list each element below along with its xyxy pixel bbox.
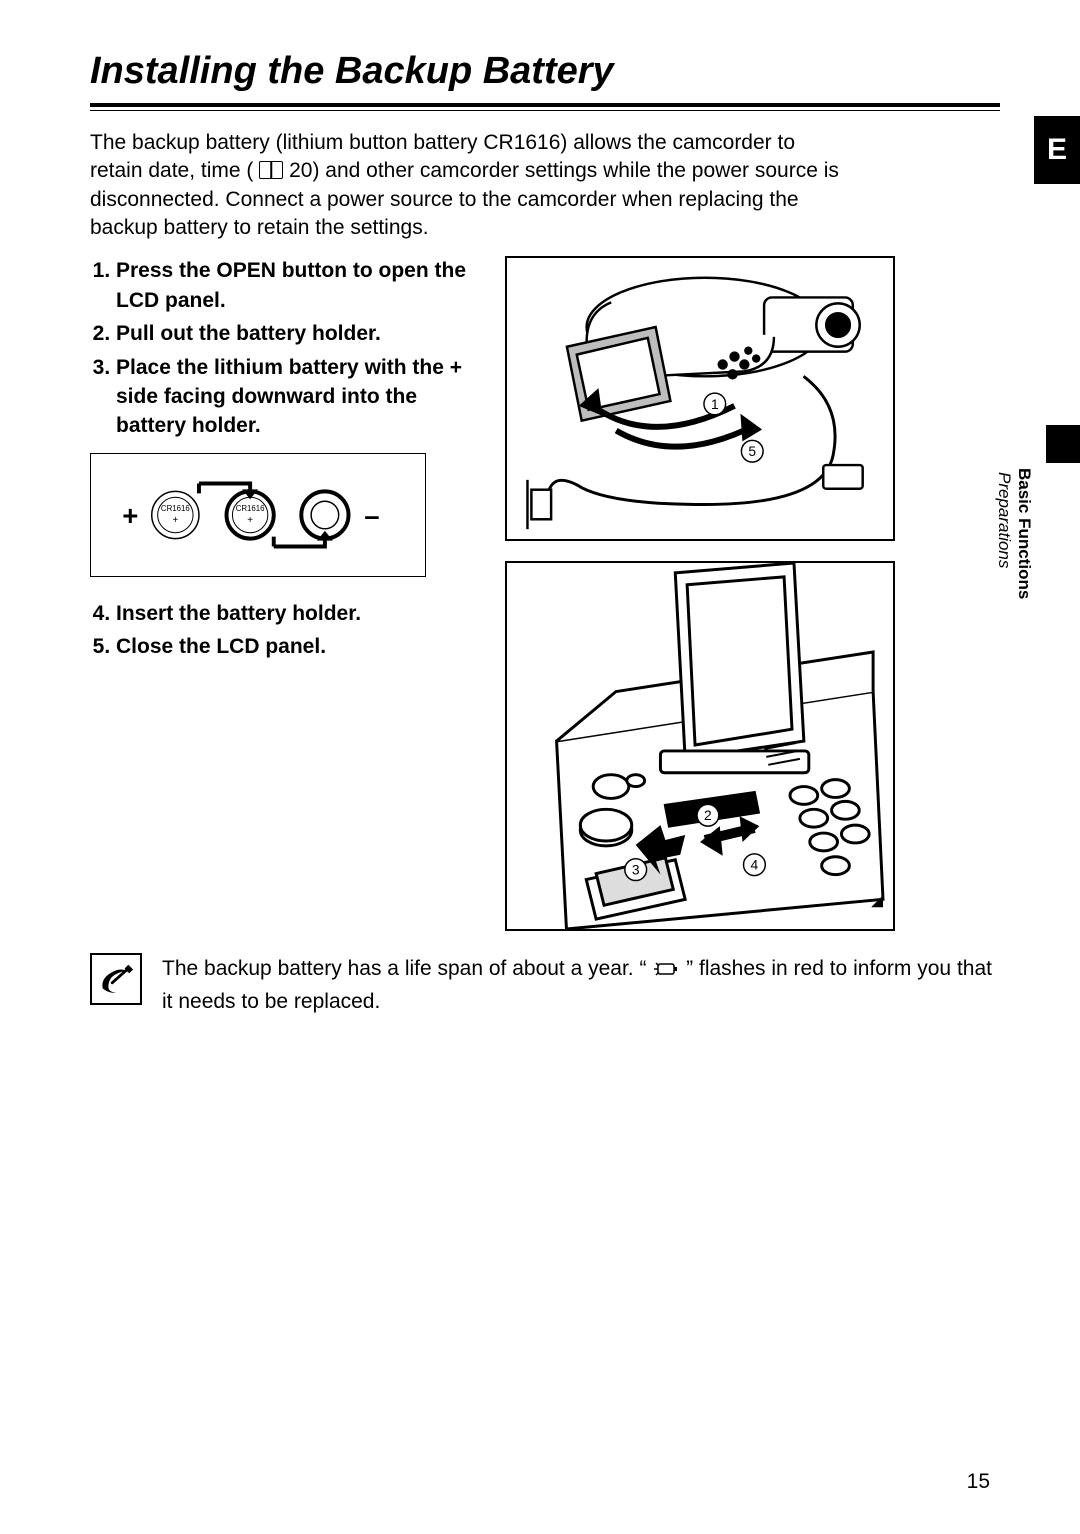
illustration-top: 1 5 bbox=[505, 256, 895, 541]
page-title: Installing the Backup Battery bbox=[90, 50, 1000, 93]
side-section: Basic Functions bbox=[1015, 468, 1034, 599]
steps-list: Press the OPEN button to open the LCD pa… bbox=[90, 256, 485, 440]
step-4: Insert the battery holder. bbox=[116, 599, 485, 628]
left-column: Press the OPEN button to open the LCD pa… bbox=[90, 256, 485, 931]
step-2: Pull out the battery holder. bbox=[116, 319, 485, 348]
side-label: Basic Functions Preparations bbox=[994, 468, 1034, 599]
callout-5: 5 bbox=[748, 445, 756, 460]
note-row: The backup battery has a life span of ab… bbox=[90, 953, 1000, 1016]
side-subsection: Preparations bbox=[995, 472, 1014, 568]
book-icon bbox=[259, 161, 283, 179]
note-icon bbox=[90, 953, 142, 1005]
callout-1: 1 bbox=[711, 397, 719, 412]
callout-4: 4 bbox=[751, 857, 759, 873]
intro-paragraph: The backup battery (lithium button batte… bbox=[90, 129, 850, 242]
note-a: The backup battery has a life span of ab… bbox=[162, 957, 652, 980]
minus-icon: – bbox=[364, 500, 379, 531]
plus-icon: + bbox=[122, 500, 138, 531]
callout-3: 3 bbox=[632, 862, 640, 878]
step-5: Close the LCD panel. bbox=[116, 632, 485, 661]
step-3: Place the lithium battery with the + sid… bbox=[116, 353, 485, 441]
step-1: Press the OPEN button to open the LCD pa… bbox=[116, 256, 485, 315]
rule-thin bbox=[90, 110, 1000, 111]
svg-text:+: + bbox=[172, 515, 178, 526]
callout-2: 2 bbox=[704, 808, 712, 824]
note-text: The backup battery has a life span of ab… bbox=[162, 953, 1000, 1016]
side-block bbox=[1046, 425, 1080, 463]
battery-orientation-diagram: + CR1616 + CR1616 + bbox=[90, 453, 426, 577]
right-column: 1 5 bbox=[505, 256, 1000, 931]
battery-label-2: CR1616 bbox=[236, 504, 265, 513]
content-columns: Press the OPEN button to open the LCD pa… bbox=[90, 256, 1000, 931]
svg-text:+: + bbox=[247, 515, 253, 526]
battery-flash-icon bbox=[652, 959, 680, 987]
page-number: 15 bbox=[967, 1470, 990, 1494]
steps-list-2: Insert the battery holder. Close the LCD… bbox=[90, 599, 485, 662]
illustration-bottom: 2 3 4 bbox=[505, 561, 895, 931]
battery-label-1: CR1616 bbox=[161, 504, 190, 513]
rule-thick bbox=[90, 103, 1000, 107]
side-tab: E bbox=[1034, 116, 1080, 184]
